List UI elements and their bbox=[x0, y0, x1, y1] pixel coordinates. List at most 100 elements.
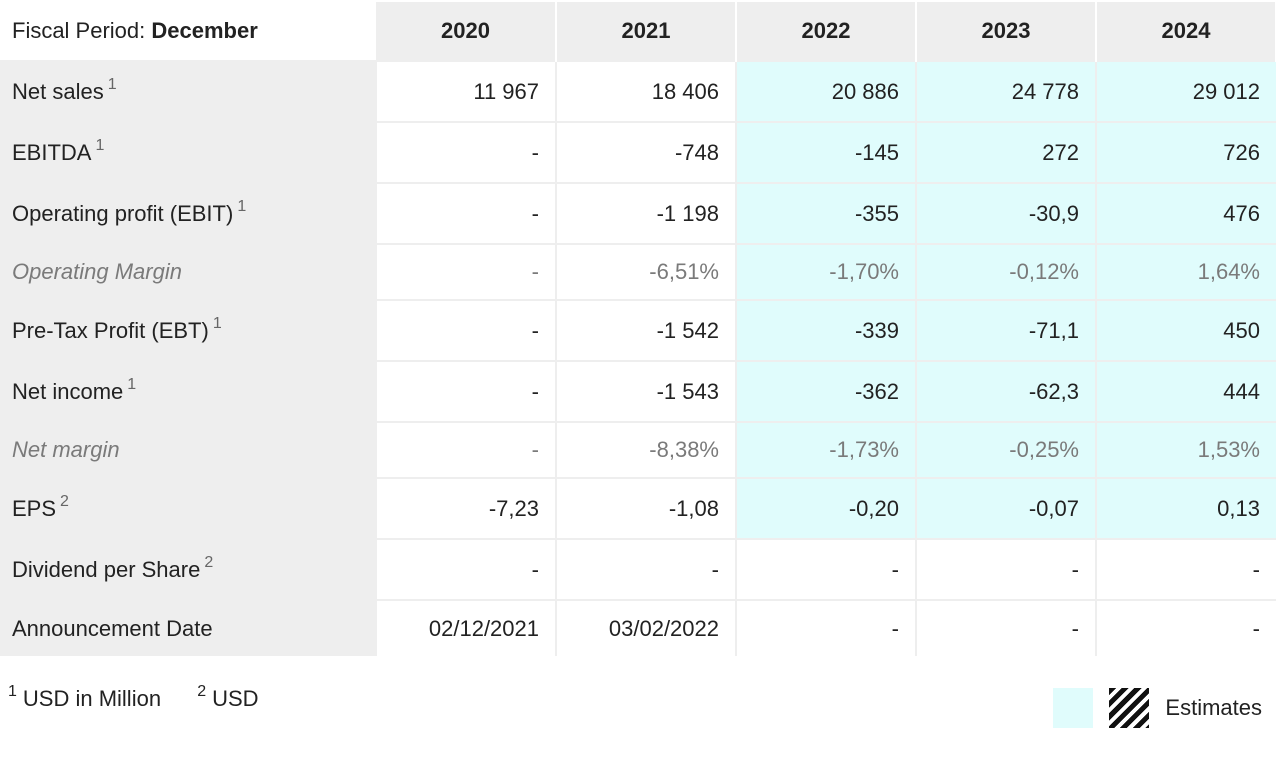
table-cell: - bbox=[555, 539, 736, 600]
row-label-text: Pre-Tax Profit (EBT) bbox=[12, 317, 209, 343]
estimate-cell: -339 bbox=[735, 300, 916, 361]
table-cell: - bbox=[1095, 600, 1276, 656]
footnote-ref: 1 bbox=[212, 314, 222, 332]
year-header-2024: 2024 bbox=[1096, 2, 1277, 61]
footnote-ref: 2 bbox=[60, 492, 69, 510]
row-label-text: Net sales bbox=[12, 78, 104, 104]
row-label-text: Operating profit (EBIT) bbox=[12, 200, 234, 226]
table-cell: - bbox=[375, 539, 556, 600]
footnote-mark: 1 bbox=[8, 683, 17, 700]
estimate-cell: -0,07 bbox=[915, 478, 1096, 539]
estimate-cell: 450 bbox=[1095, 300, 1276, 361]
estimate-cell: -30,9 bbox=[915, 183, 1096, 244]
row-label-text: Dividend per Share bbox=[12, 556, 201, 582]
footnote-ref: 1 bbox=[95, 136, 105, 154]
footnotes: 1 USD in Million 2 USD bbox=[8, 683, 289, 712]
estimate-cell: 444 bbox=[1095, 361, 1276, 422]
table-cell: - bbox=[915, 539, 1096, 600]
footnote-ref: 2 bbox=[204, 553, 214, 571]
footnote-mark: 2 bbox=[197, 683, 207, 700]
footnote-1: 1 USD in Million bbox=[8, 683, 162, 712]
table-cell: -7,23 bbox=[375, 478, 556, 539]
estimate-cell: 29 012 bbox=[1095, 61, 1276, 122]
estimate-swatch-icon bbox=[1053, 688, 1094, 728]
table-row-operating-profit: Operating profit (EBIT) 1 - -1 198 -355 -… bbox=[0, 183, 1276, 244]
estimate-cell: -355 bbox=[735, 183, 916, 244]
estimate-cell: 272 bbox=[915, 122, 1096, 183]
estimate-cell: 24 778 bbox=[915, 61, 1096, 122]
table-cell: - bbox=[375, 300, 556, 361]
table-cell: - bbox=[735, 600, 916, 656]
estimates-legend: Estimates bbox=[1053, 688, 1262, 728]
table-cell: - bbox=[915, 600, 1096, 656]
table-cell: - bbox=[1095, 539, 1276, 600]
row-label: EBITDA 1 bbox=[0, 122, 376, 183]
estimate-cell: -0,25% bbox=[915, 422, 1096, 478]
estimate-cell: -0,12% bbox=[915, 244, 1096, 300]
legend-label: Estimates bbox=[1165, 695, 1262, 720]
table-row-net-margin: Net margin - -8,38% -1,73% -0,25% 1,53% bbox=[0, 422, 1276, 478]
table-cell: 11 967 bbox=[375, 61, 556, 122]
fiscal-period-label: Fiscal Period: bbox=[12, 18, 146, 43]
table-cell: -1,08 bbox=[555, 478, 736, 539]
table-cell: 02/12/2021 bbox=[375, 600, 556, 656]
row-label-text: EBITDA bbox=[12, 139, 92, 165]
estimate-cell: -145 bbox=[735, 122, 916, 183]
table-cell: -1 543 bbox=[555, 361, 736, 422]
table-cell: -6,51% bbox=[555, 244, 736, 300]
year-header-2021: 2021 bbox=[556, 2, 737, 61]
table-row-dividend-per-share: Dividend per Share 2 - - - - - bbox=[0, 539, 1276, 600]
estimate-cell: 1,53% bbox=[1095, 422, 1276, 478]
fiscal-period-header: Fiscal Period: December bbox=[0, 2, 376, 61]
table-cell: 03/02/2022 bbox=[555, 600, 736, 656]
footnote-2: 2 USD bbox=[197, 683, 259, 712]
table-row-ebitda: EBITDA 1 - -748 -145 272 726 bbox=[0, 122, 1276, 183]
financial-table: Fiscal Period: December 2020 2021 2022 2… bbox=[0, 2, 1277, 656]
fiscal-period-value: December bbox=[151, 18, 258, 43]
hatched-swatch-icon bbox=[1109, 688, 1150, 728]
table-header-row: Fiscal Period: December 2020 2021 2022 2… bbox=[0, 2, 1277, 61]
table-row-net-income: Net income 1 - -1 543 -362 -62,3 444 bbox=[0, 361, 1276, 422]
table-row-pre-tax-profit: Pre-Tax Profit (EBT) 1 - -1 542 -339 -71,… bbox=[0, 300, 1276, 361]
row-label: Dividend per Share 2 bbox=[0, 539, 376, 600]
table-cell: - bbox=[375, 122, 556, 183]
row-label: Operating profit (EBIT) 1 bbox=[0, 183, 376, 244]
estimate-cell: 1,64% bbox=[1095, 244, 1276, 300]
year-header-2022: 2022 bbox=[736, 2, 917, 61]
row-label-text: EPS bbox=[12, 495, 57, 521]
row-label-text: Announcement Date bbox=[12, 615, 213, 641]
table-row-operating-margin: Operating Margin - -6,51% -1,70% -0,12% … bbox=[0, 244, 1276, 300]
table-cell: - bbox=[375, 422, 556, 478]
table-cell: - bbox=[375, 183, 556, 244]
table-cell: -748 bbox=[555, 122, 736, 183]
estimate-cell: -62,3 bbox=[915, 361, 1096, 422]
table-row-eps: EPS 2 -7,23 -1,08 -0,20 -0,07 0,13 bbox=[0, 478, 1276, 539]
footnote-text: USD bbox=[212, 686, 259, 711]
estimate-cell: -1,70% bbox=[735, 244, 916, 300]
estimate-cell: 476 bbox=[1095, 183, 1276, 244]
row-label: Net income 1 bbox=[0, 361, 376, 422]
row-label: Net margin bbox=[0, 422, 376, 478]
table-row-net-sales: Net sales 1 11 967 18 406 20 886 24 778 2… bbox=[0, 61, 1276, 122]
row-label-text: Net margin bbox=[12, 437, 120, 462]
table-cell: -1 198 bbox=[555, 183, 736, 244]
footnote-ref: 1 bbox=[237, 197, 247, 215]
estimate-cell: 0,13 bbox=[1095, 478, 1276, 539]
year-header-2020: 2020 bbox=[376, 2, 557, 61]
year-header-2023: 2023 bbox=[916, 2, 1097, 61]
row-label: Net sales 1 bbox=[0, 61, 376, 122]
table-row-announcement-date: Announcement Date 02/12/2021 03/02/2022 … bbox=[0, 600, 1276, 656]
row-label: Pre-Tax Profit (EBT) 1 bbox=[0, 300, 376, 361]
estimate-cell: -1,73% bbox=[735, 422, 916, 478]
row-label: EPS 2 bbox=[0, 478, 376, 539]
table-cell: -8,38% bbox=[555, 422, 736, 478]
estimate-cell: -362 bbox=[735, 361, 916, 422]
estimate-cell: -71,1 bbox=[915, 300, 1096, 361]
footnote-ref: 1 bbox=[107, 75, 117, 93]
footnote-ref: 1 bbox=[127, 375, 137, 393]
footnote-text: USD in Million bbox=[22, 686, 162, 711]
estimate-cell: -0,20 bbox=[735, 478, 916, 539]
table-cell: 18 406 bbox=[555, 61, 736, 122]
estimate-cell: 20 886 bbox=[735, 61, 916, 122]
row-label-text: Net income bbox=[12, 378, 124, 404]
